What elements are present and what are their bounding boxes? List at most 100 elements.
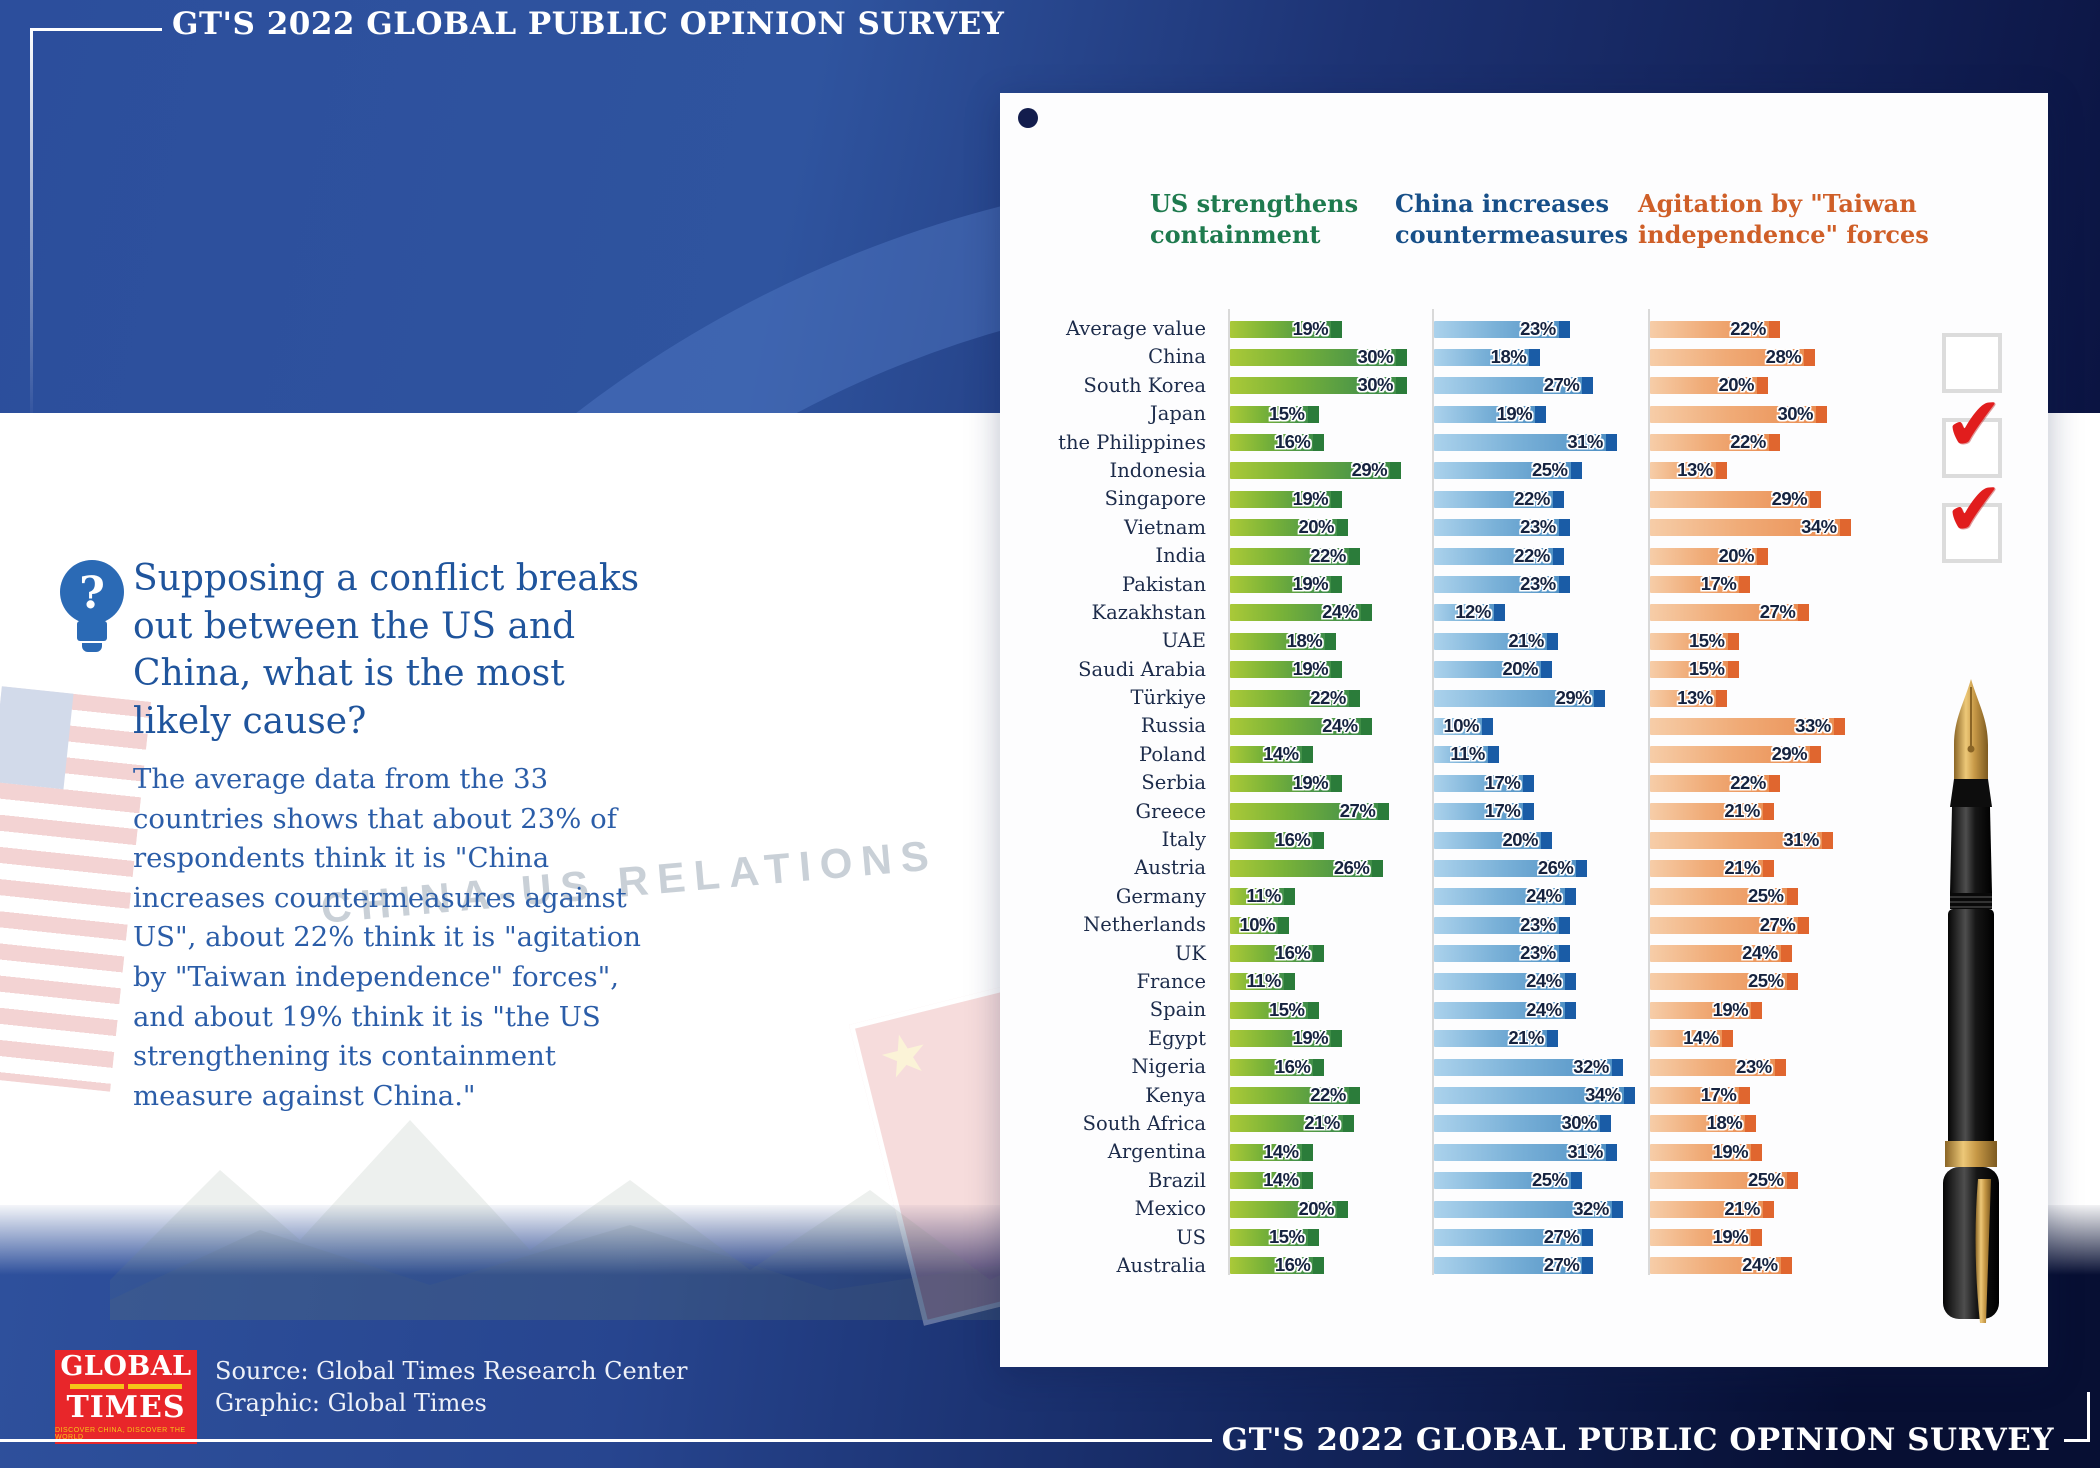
survey-title-bottom: GT'S 2022 GLOBAL PUBLIC OPINION SURVEY (1221, 1422, 2054, 1458)
bar: 31% (1434, 432, 1617, 452)
survey-title-top: GT'S 2022 GLOBAL PUBLIC OPINION SURVEY (172, 6, 1005, 42)
bottom-rule-left-segment (0, 1438, 1212, 1442)
row-label: UK (1174, 941, 1206, 965)
bar-value-label: 19% (1292, 771, 1329, 793)
bar-tip (1307, 1001, 1319, 1019)
chart-row: Russia 24% 10% 33% (1000, 712, 2048, 740)
bar: 17% (1434, 801, 1535, 821)
bar-tip (1558, 519, 1570, 537)
bar-value-label: 21% (1508, 1027, 1544, 1049)
bar-value-label: 24% (1742, 942, 1778, 964)
bar-tip (1739, 576, 1751, 594)
bar-value-label: 14% (1263, 1169, 1299, 1191)
bar-cell: 27% (1434, 375, 1594, 395)
bar: 14% (1230, 1141, 1313, 1161)
bar-value-label: 21% (1724, 1197, 1760, 1219)
bar-cell: 21% (1650, 1197, 1774, 1219)
bar: 11% (1230, 886, 1295, 906)
bar-tip (1396, 377, 1407, 395)
bar: 30% (1230, 346, 1407, 366)
bar-cell: 30% (1230, 346, 1407, 366)
bar: 22% (1230, 1085, 1360, 1105)
checkbox-1[interactable] (1942, 333, 2002, 393)
bar-tip (1727, 661, 1739, 679)
bar-tip (1390, 462, 1402, 480)
row-label: Argentina (1107, 1140, 1206, 1164)
bar-tip (1331, 661, 1343, 679)
bar: 34% (1650, 517, 1851, 537)
bar: 17% (1650, 574, 1751, 594)
chart-row: Poland 14% 11% 29% (1000, 741, 2048, 769)
chart-row: Brazil 14% 25% 25% (1000, 1167, 2048, 1195)
bar-cell: 27% (1434, 1255, 1594, 1275)
question-mark-glyph: ? (79, 568, 105, 619)
bar-value-label: 22% (1514, 487, 1550, 509)
bar-cell: 22% (1434, 545, 1564, 565)
bar-cell: 13% (1650, 687, 1727, 707)
checkbox-2[interactable]: ✔ (1941, 380, 2007, 478)
chart-row: Germany 11% 24% 25% (1000, 883, 2048, 911)
row-label: Italy (1161, 828, 1206, 852)
bar-value-label: 31% (1783, 828, 1819, 850)
graphic-line: Graphic: Global Times (215, 1389, 487, 1418)
row-label: Australia (1116, 1253, 1206, 1277)
bar-tip (1798, 916, 1810, 934)
bar-value-label: 22% (1310, 544, 1346, 566)
row-label: Germany (1115, 884, 1206, 908)
bar-cell: 20% (1650, 545, 1768, 565)
bar-tip (1564, 1001, 1576, 1019)
bar: 22% (1650, 772, 1780, 792)
bar-cell: 19% (1230, 318, 1343, 338)
bar-tip (1552, 547, 1564, 565)
chart-row: South Korea 30% 27% 20% (1000, 372, 2048, 400)
bar-cell: 18% (1650, 1113, 1757, 1133)
bar: 30% (1230, 375, 1407, 395)
bar-value-label: 21% (1304, 1112, 1340, 1134)
bar-tip (1727, 632, 1739, 650)
bar: 12% (1434, 602, 1505, 622)
bar: 25% (1650, 1170, 1798, 1190)
bar-value-label: 21% (1724, 856, 1760, 878)
bar-value-label: 19% (1292, 487, 1329, 509)
row-label: Egypt (1147, 1026, 1206, 1050)
bar: 20% (1230, 517, 1348, 537)
bar-cell: 32% (1434, 1056, 1623, 1076)
bar-tip (1605, 434, 1617, 452)
row-label: Indonesia (1109, 458, 1206, 482)
bar: 14% (1230, 1169, 1313, 1191)
bar: 19% (1230, 487, 1343, 509)
bar: 20% (1650, 375, 1768, 395)
bar: 20% (1230, 1198, 1348, 1218)
bar-cell: 23% (1434, 574, 1570, 594)
bar-tip (1786, 888, 1798, 906)
bar-tip (1348, 547, 1360, 565)
bar-value-label: 20% (1502, 828, 1538, 850)
top-left-bracket-vertical (30, 28, 33, 428)
bar: 23% (1434, 914, 1570, 934)
bar-cell: 22% (1650, 318, 1780, 338)
bar: 23% (1434, 517, 1570, 537)
bar-cell: 24% (1434, 886, 1576, 906)
row-label: Japan (1149, 402, 1206, 426)
row-label: Average value (1066, 317, 1206, 340)
checkbox-3[interactable]: ✔ (1941, 465, 2007, 563)
bar-tip (1360, 604, 1372, 622)
bar: 19% (1230, 318, 1343, 338)
bar-cell: 17% (1650, 1085, 1751, 1105)
bar-tip (1378, 803, 1390, 821)
bar-tip (1325, 632, 1337, 650)
bar-tip (1605, 1143, 1617, 1161)
bar: 24% (1650, 942, 1792, 964)
bar-tip (1482, 717, 1493, 735)
row-label: Türkiye (1130, 686, 1207, 710)
row-label: India (1155, 544, 1206, 568)
bar-value-label: 28% (1765, 345, 1802, 367)
row-label: Spain (1149, 998, 1206, 1022)
bar: 24% (1230, 715, 1372, 735)
bar: 32% (1434, 1198, 1623, 1218)
bar-tip (1558, 576, 1570, 594)
bar: 14% (1230, 744, 1313, 764)
row-label: UAE (1161, 629, 1206, 653)
bar-cell: 27% (1230, 801, 1390, 821)
bar-tip (1331, 774, 1343, 792)
